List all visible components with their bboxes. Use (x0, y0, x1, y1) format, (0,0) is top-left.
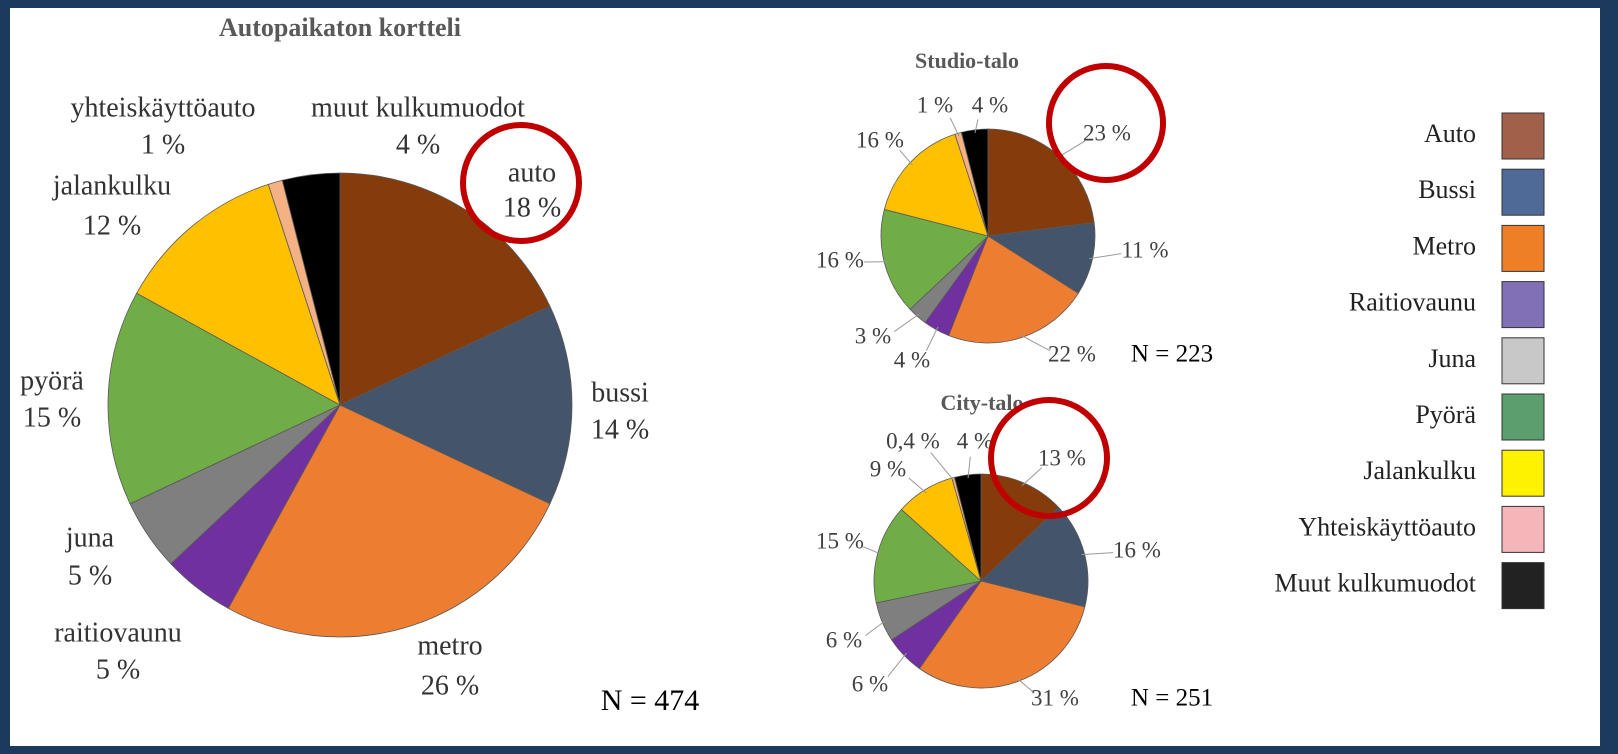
slice-category-label: auto (508, 157, 556, 188)
pie-slice (107, 292, 341, 505)
slice-value-label: 14 % (591, 414, 649, 445)
slice-value-label: 31 % (1031, 685, 1079, 710)
slice-value-label: 1 % (141, 129, 185, 160)
legend-swatch (1501, 168, 1545, 216)
legend-label: Jalankulku (1363, 456, 1476, 485)
pie-slice (954, 473, 982, 582)
legend-swatch (1501, 112, 1545, 160)
slice-value-label: 3 % (855, 323, 891, 348)
slice-value-label: 15 % (23, 402, 81, 433)
slice-value-label: 1 % (917, 92, 953, 117)
legend-label: Pyörä (1415, 400, 1476, 429)
leader-line (974, 119, 979, 134)
highlight-circle (1046, 63, 1166, 183)
sample-size-note: N = 474 (601, 684, 700, 717)
leader-line (949, 117, 960, 137)
slice-category-label: jalankulku (52, 170, 171, 201)
leader-line (887, 652, 907, 677)
pie-slice (960, 128, 989, 237)
pie-title: Studio-talo (915, 48, 1019, 73)
legend-swatch (1501, 224, 1545, 272)
slice-value-label: 0,4 % (886, 428, 940, 453)
legend-label: Bussi (1418, 175, 1476, 204)
pie-slice (980, 473, 1060, 582)
pie-slice (339, 172, 551, 406)
pie-slice (986, 222, 1096, 294)
legend: Auto Bussi Metro Raitiovaunu Juna Pyörä Jalank… (1274, 112, 1545, 610)
pie-title: City-talo (940, 390, 1023, 415)
legend-label: Yhteiskäyttöauto (1298, 512, 1476, 541)
pie-slice (880, 208, 989, 310)
pies: Autopaikaton kortteli auto 18 % bussi 14 % me… (20, 13, 1213, 717)
pie-slice (227, 404, 551, 638)
slice-category-label: raitiovaunu (54, 617, 182, 648)
highlight-circle (988, 397, 1110, 519)
slice-value-label: 9 % (870, 456, 906, 481)
leader-line (893, 313, 920, 332)
highlight-circle (460, 122, 582, 244)
slice-value-label: 5 % (96, 654, 140, 685)
slice-value-label: 4 % (957, 428, 993, 453)
leader-line (930, 452, 955, 482)
legend-swatch (1501, 505, 1545, 553)
pie-title: Autopaikaton kortteli (219, 13, 461, 42)
slice-value-label: 26 % (421, 670, 479, 701)
slice-value-label: 13 % (1038, 445, 1086, 470)
slice-category-label: bussi (591, 377, 649, 408)
slice-category-label: juna (65, 522, 115, 553)
slice-value-label: 6 % (852, 671, 888, 696)
leader-line (925, 326, 939, 351)
slice-category-label: yhteiskäyttöauto (70, 92, 255, 123)
leader-line (862, 546, 881, 555)
pie-slice (281, 172, 341, 406)
leader-line (1021, 467, 1043, 487)
leader-line (1089, 253, 1122, 260)
highlight-circles (460, 63, 1166, 519)
leader-line (908, 477, 927, 494)
slice-category-label: muut kulkumuodot (311, 92, 525, 123)
slice-value-label: 15 % (816, 528, 864, 553)
slice-value-label: 12 % (83, 210, 141, 241)
slice-category-label: pyörä (20, 365, 84, 396)
leader-line (1081, 552, 1114, 556)
leader-line (899, 149, 913, 166)
slice-value-label: 5 % (68, 560, 112, 591)
sample-size-note: N = 251 (1131, 685, 1213, 712)
legend-swatch (1501, 337, 1545, 385)
leader-line (967, 456, 971, 479)
slice-value-label: 22 % (1048, 341, 1096, 366)
legend-label: Metro (1412, 231, 1476, 260)
legend-swatch (1501, 393, 1545, 441)
sample-size-note: N = 223 (1131, 341, 1213, 368)
slice-category-label: metro (417, 630, 482, 661)
leader-line (1019, 334, 1051, 352)
legend-swatch (1501, 449, 1545, 497)
slice-value-label: 4 % (396, 129, 440, 160)
legend-label: Muut kulkumuodot (1274, 569, 1476, 598)
pie-slice (918, 580, 1086, 689)
slice-value-label: 4 % (972, 92, 1008, 117)
slice-value-label: 16 % (856, 127, 904, 152)
legend-label: Raitiovaunu (1349, 288, 1476, 317)
legend-label: Juna (1428, 344, 1476, 373)
leader-line (1016, 677, 1035, 694)
slice-value-label: 11 % (1121, 237, 1168, 262)
leader-line (865, 620, 886, 637)
pie-slice (948, 235, 1079, 344)
slice-value-label: 6 % (826, 627, 862, 652)
slice-value-label: 4 % (894, 347, 930, 372)
legend-swatch (1501, 281, 1545, 329)
slice-value-label: 16 % (1113, 537, 1161, 562)
pie-slice (136, 183, 341, 406)
legend-label: Auto (1424, 119, 1476, 148)
slice-value-label: 16 % (816, 247, 864, 272)
pie-slice (339, 305, 573, 505)
slice-value-label: 23 % (1083, 120, 1131, 145)
slice-value-label: 18 % (503, 192, 561, 223)
legend-swatch (1501, 562, 1545, 610)
